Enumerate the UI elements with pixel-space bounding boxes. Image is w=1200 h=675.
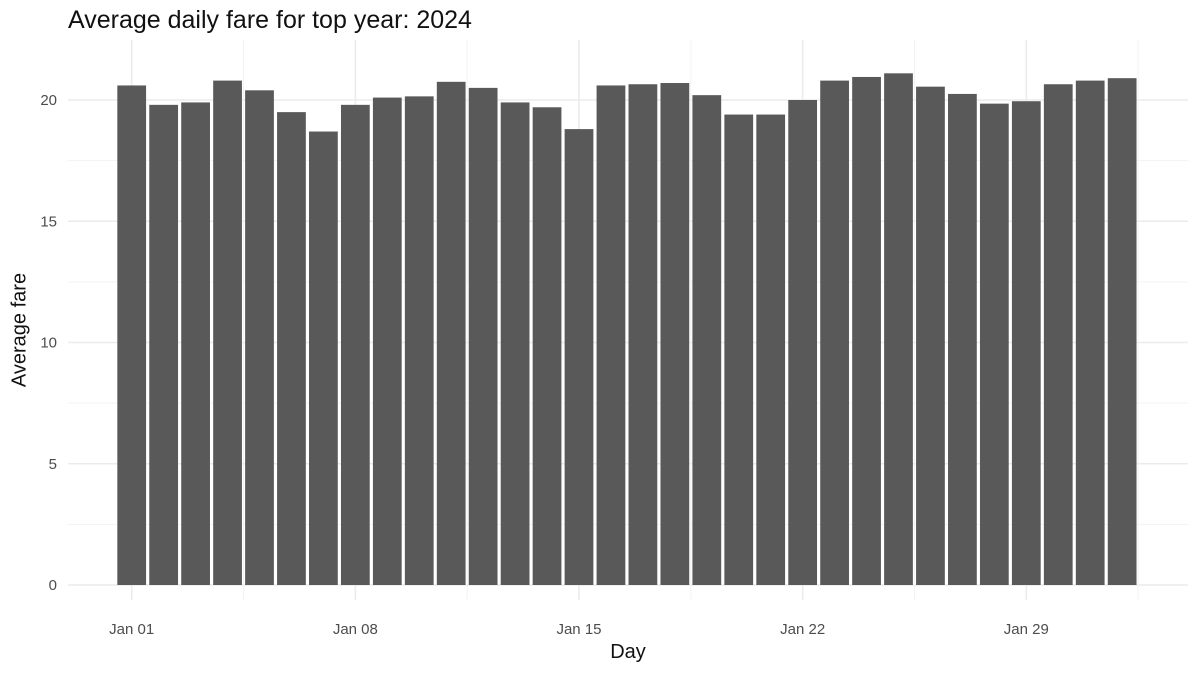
y-tick-label: 10 [40, 335, 57, 352]
y-tick-label: 5 [49, 456, 57, 473]
bar [1043, 84, 1073, 586]
bar [532, 107, 562, 586]
bar [468, 87, 498, 585]
bar [628, 84, 658, 586]
bar [181, 102, 210, 586]
bar [916, 86, 945, 585]
x-tick-label: Jan 01 [109, 621, 154, 638]
y-tick-label: 20 [40, 92, 57, 109]
bar [820, 80, 849, 585]
y-tick-label: 15 [40, 213, 57, 230]
x-tick-label: Jan 08 [333, 621, 378, 638]
y-tick-label: 0 [49, 577, 57, 594]
bar [213, 80, 242, 585]
bar [309, 131, 338, 585]
bar [277, 112, 306, 585]
bar [1011, 101, 1041, 586]
bar [340, 104, 370, 585]
bar [117, 85, 147, 585]
bar [979, 103, 1009, 585]
y-axis-label: Average fare [8, 272, 31, 388]
bar [436, 81, 466, 585]
x-tick-label: Jan 15 [556, 621, 601, 638]
bar [564, 129, 594, 585]
bar [245, 90, 274, 586]
bar [372, 97, 402, 585]
bar [500, 102, 530, 586]
x-tick-label: Jan 29 [1004, 621, 1049, 638]
bar [884, 73, 913, 585]
bar [692, 95, 722, 586]
bar [724, 114, 754, 586]
bar [149, 104, 179, 585]
bar [948, 93, 977, 585]
bar [852, 76, 881, 586]
x-tick-label: Jan 22 [780, 621, 825, 638]
x-axis-label: Day [610, 641, 646, 663]
bar [1107, 78, 1137, 586]
bar [660, 83, 690, 586]
bar [596, 85, 626, 585]
bar [1075, 80, 1105, 585]
bar [404, 96, 434, 586]
bar [788, 100, 818, 585]
bar [756, 114, 786, 586]
chart-title: Average daily fare for top year: 2024 [68, 6, 472, 34]
